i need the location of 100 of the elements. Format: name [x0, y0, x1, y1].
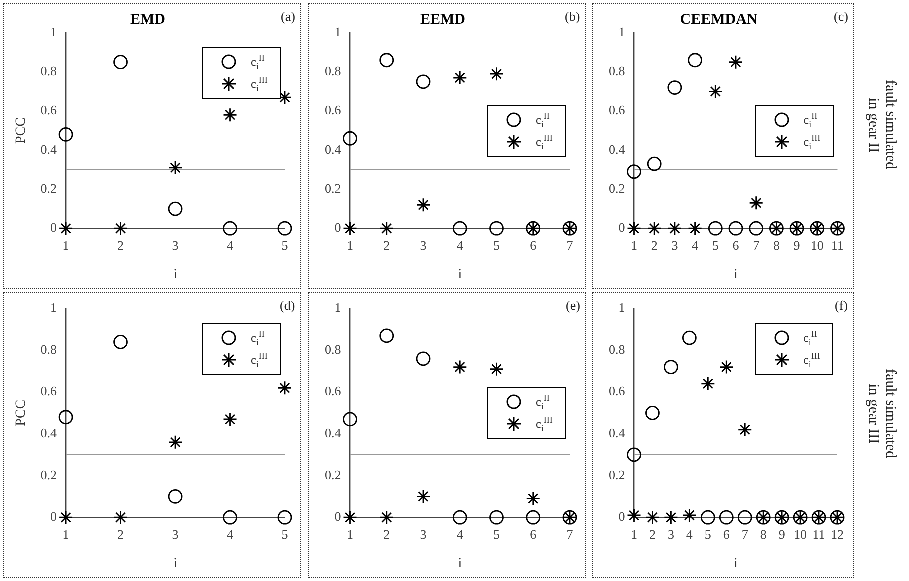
- y-tick-label: 0.4: [325, 142, 342, 157]
- y-axis-title: PCC: [14, 400, 30, 426]
- y-tick-label: 0: [334, 509, 342, 524]
- x-tick-label: 6: [530, 526, 538, 542]
- chart-title: EMD: [130, 12, 166, 28]
- point: [380, 221, 394, 236]
- y-tick-label: 0.8: [325, 64, 342, 79]
- x-tick-label: 11: [831, 238, 844, 253]
- y-tick-label: 0.6: [40, 384, 58, 399]
- point: [646, 510, 660, 525]
- x-tick-label: 9: [794, 238, 800, 253]
- point: [668, 221, 682, 236]
- y-tick-label: 0: [334, 220, 342, 236]
- x-tick-label: 5: [712, 238, 719, 253]
- y-tick-label: 0.6: [325, 102, 342, 118]
- point: [168, 160, 183, 176]
- point: [380, 53, 394, 68]
- y-tick-label: 0.8: [609, 64, 626, 79]
- point: [114, 55, 128, 70]
- point: [416, 198, 431, 212]
- y-tick-label: 0: [50, 509, 58, 524]
- point: [526, 510, 541, 525]
- y-tick-label: 0.8: [609, 342, 626, 357]
- point: [380, 510, 394, 525]
- y-tick-label: 0.4: [609, 426, 626, 440]
- y-tick-label: 0.6: [40, 102, 58, 118]
- y-tick-label: 1: [50, 24, 58, 40]
- y-tick-label: 0.8: [40, 342, 58, 357]
- point: [490, 510, 504, 525]
- point: [168, 490, 183, 504]
- x-tick-label: 2: [649, 526, 656, 542]
- x-tick-label: 2: [118, 526, 124, 542]
- point: [490, 362, 504, 377]
- point: [738, 510, 752, 525]
- x-tick-label: 3: [668, 526, 674, 542]
- point: [416, 490, 431, 504]
- y-tick-label: 0: [618, 509, 626, 524]
- point: [278, 90, 292, 105]
- point: [719, 360, 734, 374]
- x-tick-label: 12: [831, 526, 844, 542]
- point: [708, 221, 723, 236]
- point: [58, 410, 74, 425]
- point: [688, 53, 702, 68]
- point: [114, 221, 128, 236]
- x-tick-label: 5: [494, 526, 500, 542]
- y-tick-label: 0.6: [325, 384, 342, 399]
- x-axis-title: i: [174, 267, 178, 282]
- point: [168, 435, 183, 450]
- x-tick-label: 3: [172, 526, 179, 542]
- y-tick-label: 0.4: [40, 142, 58, 157]
- point: [416, 352, 431, 366]
- x-tick-label: 2: [384, 238, 390, 253]
- point: [58, 510, 74, 525]
- point: [343, 131, 358, 146]
- point: [490, 66, 504, 82]
- x-tick-label: 1: [631, 526, 638, 542]
- x-tick-label: 5: [494, 238, 500, 253]
- point: [278, 221, 292, 236]
- x-tick-label: 1: [347, 526, 354, 542]
- y-tick-label: 0: [50, 220, 58, 236]
- x-tick-label: 3: [672, 238, 678, 253]
- chart-title: CEEMDAN: [680, 12, 758, 28]
- y-tick-label: 0.2: [609, 180, 626, 196]
- x-tick-label: 4: [227, 526, 234, 542]
- x-tick-label: 8: [773, 238, 780, 253]
- point: [452, 360, 468, 374]
- y-tick-label: 0.6: [609, 384, 626, 399]
- point: [380, 328, 394, 344]
- y-tick-label: 0.2: [609, 467, 626, 482]
- x-tick-label: 4: [456, 238, 464, 253]
- x-tick-label: 7: [566, 238, 574, 253]
- y-tick-label: 0.2: [40, 467, 58, 482]
- x-axis-title: i: [734, 556, 738, 572]
- y-tick-label: 1: [618, 24, 626, 40]
- y-tick-label: 0.4: [40, 426, 58, 440]
- y-tick-label: 1: [50, 300, 58, 316]
- y-tick-label: 0.8: [325, 342, 342, 357]
- point: [223, 108, 238, 122]
- text: (a): [281, 9, 296, 25]
- x-tick-label: 3: [420, 526, 427, 542]
- point: [682, 330, 697, 346]
- x-tick-label: 7: [566, 526, 574, 542]
- point: [452, 510, 468, 525]
- x-tick-label: 5: [282, 238, 288, 253]
- x-tick-label: 6: [732, 238, 740, 253]
- point: [708, 84, 723, 99]
- x-axis-title: i: [734, 267, 738, 282]
- y-tick-label: 0.4: [325, 426, 342, 440]
- point: [682, 508, 697, 523]
- x-tick-label: 9: [778, 526, 786, 542]
- text: (c): [834, 9, 848, 25]
- x-tick-label: 5: [704, 526, 712, 542]
- y-tick-label: 0.8: [40, 64, 58, 79]
- point: [490, 221, 504, 236]
- point: [719, 510, 734, 525]
- point: [58, 128, 74, 142]
- y-tick-label: 0.6: [609, 102, 626, 118]
- x-axis-title: i: [458, 556, 462, 572]
- chart-title: EEMD: [420, 12, 466, 28]
- y-tick-label: 1: [618, 300, 626, 316]
